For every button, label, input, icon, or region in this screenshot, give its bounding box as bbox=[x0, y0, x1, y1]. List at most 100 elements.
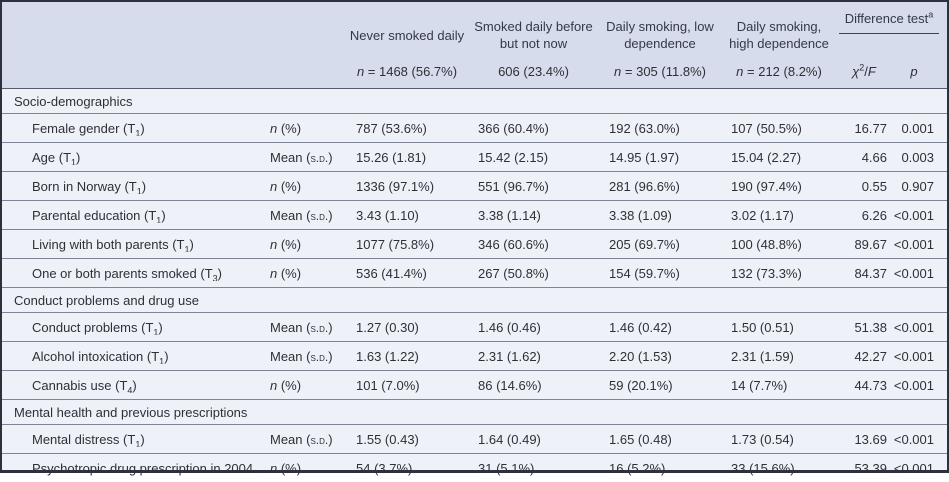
column-title: Never smoked daily bbox=[349, 27, 465, 43]
value-low-dependence: 2.20 (1.53) bbox=[609, 348, 672, 364]
table-row: Parental education (T1) Mean (s.d.) 3.43 (… bbox=[2, 200, 947, 229]
chi-square-f-value: 51.38 bbox=[854, 319, 887, 335]
stat-type: n (%) bbox=[270, 120, 302, 136]
value-low-dependence: 1.46 (0.42) bbox=[609, 319, 672, 335]
value-never-smoked: 1.63 (1.22) bbox=[356, 348, 419, 364]
stat-type: Mean (s.d.) bbox=[270, 207, 333, 223]
value-smoked-before: 267 (50.8%) bbox=[478, 265, 549, 281]
header-group-never-smoked: Never smoked daily n = 1468 (56.7%) bbox=[346, 2, 468, 88]
row-label: Living with both parents (T1) bbox=[32, 236, 194, 252]
value-low-dependence: 1.65 (0.48) bbox=[609, 431, 672, 447]
table-row: Psychotropic drug prescription in 2004 n … bbox=[2, 453, 947, 482]
value-high-dependence: 132 (73.3%) bbox=[731, 265, 802, 281]
chi-square-f-value: 13.69 bbox=[854, 431, 887, 447]
table-row: Living with both parents (T1) n (%) 1077 (… bbox=[2, 229, 947, 258]
chi-square-f-value: 6.26 bbox=[861, 207, 887, 223]
value-smoked-before: 366 (60.4%) bbox=[478, 120, 549, 136]
value-low-dependence: 16 (5.2%) bbox=[609, 460, 666, 476]
value-never-smoked: 1.55 (0.43) bbox=[356, 431, 419, 447]
stat-type: n (%) bbox=[270, 265, 302, 281]
section-label: Mental health and previous prescriptions bbox=[14, 404, 248, 420]
row-label: Mental distress (T1) bbox=[32, 431, 145, 447]
value-smoked-before: 346 (60.6%) bbox=[478, 236, 549, 252]
stat-type: n (%) bbox=[270, 377, 302, 393]
value-never-smoked: 101 (7.0%) bbox=[356, 377, 420, 393]
row-label: Psychotropic drug prescription in 2004 bbox=[32, 460, 254, 476]
value-smoked-before: 1.64 (0.49) bbox=[478, 431, 541, 447]
table-row: Mental distress (T1) Mean (s.d.) 1.55 (0.4… bbox=[2, 424, 947, 453]
value-high-dependence: 14 (7.7%) bbox=[731, 377, 788, 393]
column-n-label: n = 212 (8.2%) bbox=[736, 64, 822, 79]
chi-square-f-value: 0.55 bbox=[861, 178, 887, 194]
value-never-smoked: 1336 (97.1%) bbox=[356, 178, 435, 194]
value-high-dependence: 190 (97.4%) bbox=[731, 178, 802, 194]
value-high-dependence: 15.04 (2.27) bbox=[731, 149, 802, 165]
row-label: Alcohol intoxication (T1) bbox=[32, 348, 169, 364]
value-high-dependence: 1.50 (0.51) bbox=[731, 319, 794, 335]
header-row-label-column bbox=[2, 2, 260, 88]
value-low-dependence: 14.95 (1.97) bbox=[609, 149, 680, 165]
chi-square-f-value: 42.27 bbox=[854, 348, 887, 364]
p-value: 0.907 bbox=[901, 178, 934, 194]
value-smoked-before: 551 (96.7%) bbox=[478, 178, 549, 194]
header-group-low-dependence: Daily smoking, low dependence n = 305 (1… bbox=[599, 2, 721, 88]
p-value: 0.003 bbox=[901, 149, 934, 165]
p-value: 0.001 bbox=[901, 120, 934, 136]
value-low-dependence: 154 (59.7%) bbox=[609, 265, 680, 281]
chi-square-f-column-header: χ2/F bbox=[852, 62, 876, 79]
chi-square-f-value: 84.37 bbox=[854, 265, 887, 281]
value-smoked-before: 31 (5.1%) bbox=[478, 460, 535, 476]
header-group-difference-test: Difference testa χ2/F p bbox=[837, 2, 947, 88]
p-value: <0.001 bbox=[893, 265, 934, 281]
chi-square-f-value: 53.39 bbox=[854, 460, 887, 476]
stat-type: Mean (s.d.) bbox=[270, 348, 333, 364]
value-smoked-before: 2.31 (1.62) bbox=[478, 348, 541, 364]
row-label: Conduct problems (T1) bbox=[32, 319, 163, 335]
header-group-high-dependence: Daily smoking, high dependence n = 212 (… bbox=[721, 2, 837, 88]
p-value: <0.001 bbox=[893, 431, 934, 447]
p-value: <0.001 bbox=[893, 377, 934, 393]
column-title: Smoked daily before but not now bbox=[474, 19, 593, 51]
value-high-dependence: 1.73 (0.54) bbox=[731, 431, 794, 447]
stat-type: Mean (s.d.) bbox=[270, 319, 333, 335]
p-value: <0.001 bbox=[893, 460, 934, 476]
p-value: <0.001 bbox=[893, 236, 934, 252]
table-row: Alcohol intoxication (T1) Mean (s.d.) 1.63… bbox=[2, 341, 947, 370]
column-n-label: n = 305 (11.8%) bbox=[614, 64, 706, 79]
column-n-label: 606 (23.4%) bbox=[498, 64, 569, 79]
value-never-smoked: 536 (41.4%) bbox=[356, 265, 427, 281]
row-label: Female gender (T1) bbox=[32, 120, 145, 136]
row-label: Cannabis use (T4) bbox=[32, 377, 137, 393]
p-value: <0.001 bbox=[893, 207, 934, 223]
value-high-dependence: 3.02 (1.17) bbox=[731, 207, 794, 223]
table-body: Socio-demographics Female gender (T1) n (%… bbox=[2, 89, 947, 482]
table-row: Age (T1) Mean (s.d.) 15.26 (1.81) 15.42 (2.… bbox=[2, 142, 947, 171]
value-low-dependence: 59 (20.1%) bbox=[609, 377, 673, 393]
table-row: Conduct problems (T1) Mean (s.d.) 1.27 (0.… bbox=[2, 312, 947, 341]
section-row: Mental health and previous prescriptions bbox=[2, 399, 947, 424]
value-low-dependence: 192 (63.0%) bbox=[609, 120, 680, 136]
row-label: Age (T1) bbox=[32, 149, 81, 165]
value-smoked-before: 15.42 (2.15) bbox=[478, 149, 549, 165]
column-n-label: n = 1468 (56.7%) bbox=[356, 64, 458, 79]
column-title: Daily smoking, low dependence bbox=[606, 19, 714, 51]
difference-test-title: Difference testa bbox=[839, 10, 939, 34]
value-smoked-before: 1.46 (0.46) bbox=[478, 319, 541, 335]
row-label: One or both parents smoked (T3) bbox=[32, 265, 223, 281]
value-low-dependence: 3.38 (1.09) bbox=[609, 207, 672, 223]
value-never-smoked: 54 (3.7%) bbox=[356, 460, 413, 476]
value-never-smoked: 1.27 (0.30) bbox=[356, 319, 419, 335]
value-high-dependence: 33 (15.6%) bbox=[731, 460, 795, 476]
header-stat-column bbox=[260, 2, 346, 88]
stat-type: Mean (s.d.) bbox=[270, 431, 333, 447]
row-label: Parental education (T1) bbox=[32, 207, 166, 223]
chi-square-f-value: 16.77 bbox=[854, 120, 887, 136]
chi-square-f-value: 44.73 bbox=[854, 377, 887, 393]
section-label: Conduct problems and drug use bbox=[14, 292, 200, 308]
header-group-smoked-before: Smoked daily before but not now 606 (23.… bbox=[468, 2, 599, 88]
value-never-smoked: 3.43 (1.10) bbox=[356, 207, 419, 223]
value-low-dependence: 205 (69.7%) bbox=[609, 236, 680, 252]
value-high-dependence: 100 (48.8%) bbox=[731, 236, 802, 252]
table-row: Born in Norway (T1) n (%) 1336 (97.1%) 551 … bbox=[2, 171, 947, 200]
